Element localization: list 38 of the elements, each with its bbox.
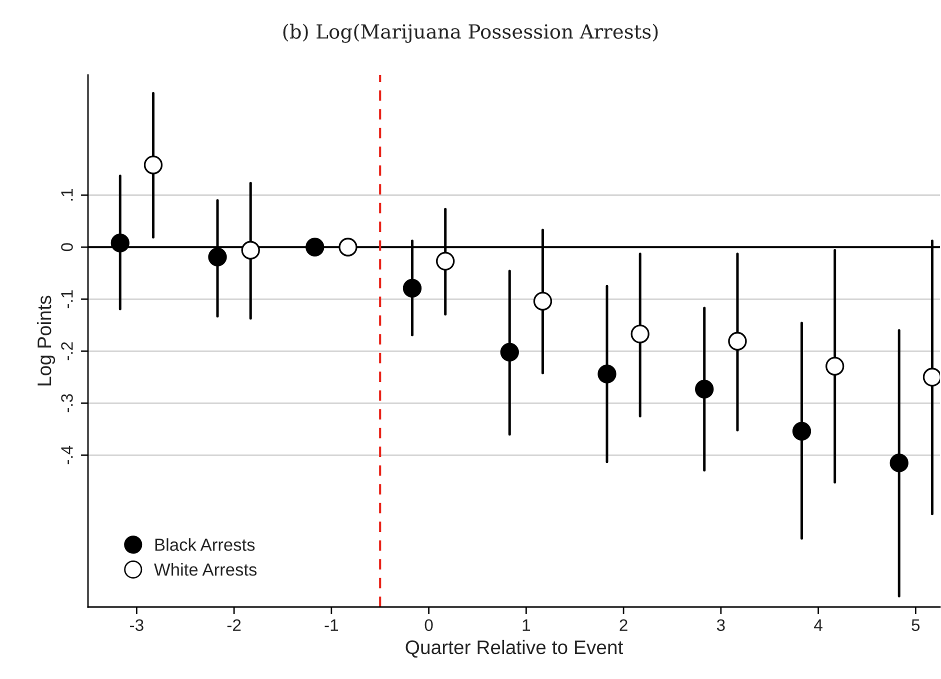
- x-tick-label: -1: [324, 619, 338, 631]
- point: [890, 454, 908, 472]
- y-tick-label: -.2: [61, 342, 73, 360]
- point: [695, 380, 714, 398]
- y-tick-label: 0: [61, 243, 73, 252]
- point: [598, 364, 616, 384]
- y-tick-label: -.3: [61, 394, 73, 412]
- point: [306, 238, 324, 256]
- x-tick-label: 5: [912, 619, 920, 632]
- point: [826, 356, 844, 376]
- point: [500, 342, 519, 362]
- point: [630, 324, 650, 344]
- point: [402, 278, 422, 298]
- point: [533, 292, 552, 311]
- chart-title: (b) Log(Marijuana Possession Arrests): [283, 24, 658, 43]
- point: [436, 252, 455, 271]
- x-tick-label: -2: [227, 619, 241, 631]
- x-tick-label: 1: [522, 619, 530, 631]
- point: [241, 240, 260, 260]
- point: [144, 156, 163, 174]
- y-axis-title: Log Points: [36, 296, 56, 386]
- point: [922, 368, 940, 386]
- x-tick-label: 2: [620, 619, 628, 631]
- legend-label: White Arrests: [154, 563, 257, 576]
- x-axis-title: Quarter Relative to Event: [406, 640, 624, 658]
- x-tick-label: -3: [130, 619, 144, 632]
- point: [728, 332, 747, 351]
- x-tick-label: 3: [716, 619, 725, 632]
- x-tick-label: 4: [814, 619, 822, 631]
- point: [792, 422, 812, 441]
- point: [208, 248, 227, 266]
- legend-label: Black Arrests: [155, 538, 255, 551]
- y-tick-label: -.4: [61, 446, 73, 464]
- y-tick-label: .1: [61, 188, 73, 201]
- x-tick-label: 0: [424, 619, 433, 632]
- y-tick-label: -.1: [61, 290, 73, 308]
- point: [110, 234, 130, 252]
- point: [338, 238, 358, 256]
